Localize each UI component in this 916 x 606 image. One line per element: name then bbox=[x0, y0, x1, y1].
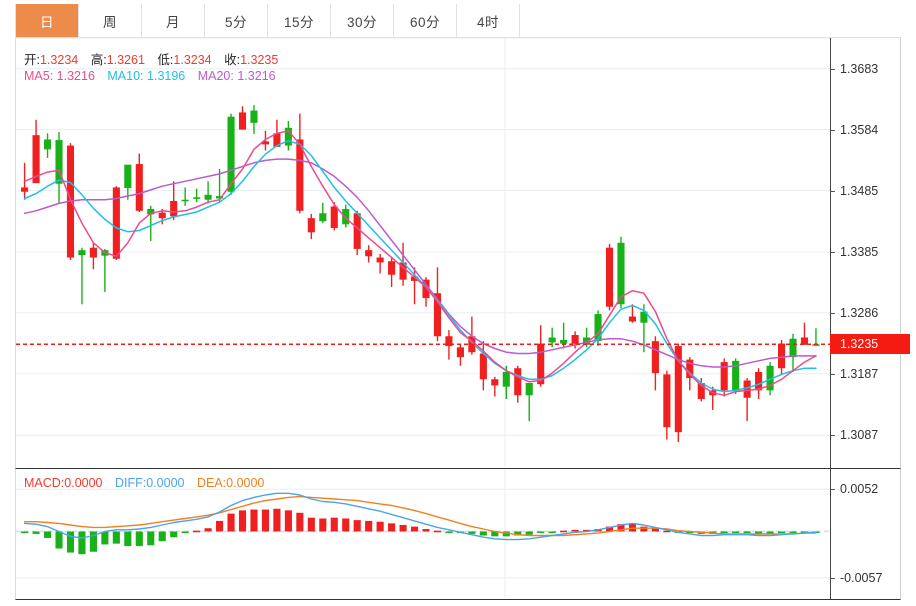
price-tick-label: 1.3385 bbox=[840, 245, 879, 259]
price-tick bbox=[830, 312, 835, 314]
price-tick bbox=[830, 129, 835, 131]
price-tick bbox=[830, 373, 835, 375]
tab-0[interactable]: 日 bbox=[16, 4, 79, 38]
price-tick bbox=[830, 68, 835, 70]
price-axis: 1.3683 1.3584 1.3485 1.3385 1.3286 1.3187 1.30… bbox=[830, 38, 910, 468]
macd-axis: 0.0052 -0.0057 bbox=[830, 469, 900, 599]
price-tick bbox=[830, 252, 835, 253]
tab-7[interactable]: 4时 bbox=[457, 4, 520, 38]
macd-tick bbox=[830, 489, 835, 491]
price-tick bbox=[830, 190, 835, 192]
macd-plot[interactable] bbox=[16, 469, 832, 598]
tab-3[interactable]: 5分 bbox=[205, 4, 268, 38]
price-panel[interactable]: 开:1.3234 高:1.3261 低:1.3234 收:1.3235 MA5:… bbox=[15, 38, 910, 468]
macd-axis-line bbox=[830, 469, 831, 599]
period-tabbar: 日周月 5分 15分 30分 60分 4时 bbox=[15, 4, 901, 38]
macd-tick-label: 0.0052 bbox=[840, 482, 879, 497]
last-price-badge: 1.3235 bbox=[830, 334, 910, 355]
tab-1[interactable]: 周 bbox=[79, 4, 142, 38]
macd-panel[interactable]: MACD:0.0000 DIFF:0.0000 DEA:0.0000 0.005… bbox=[15, 468, 901, 600]
tab-4[interactable]: 15分 bbox=[268, 4, 331, 38]
chart-frame: 开:1.3234 高:1.3261 低:1.3234 收:1.3235 MA5:… bbox=[15, 38, 910, 600]
macd-tick bbox=[830, 577, 835, 579]
tabbar-spacer bbox=[520, 4, 901, 38]
tab-5[interactable]: 30分 bbox=[331, 4, 394, 38]
macd-tick-label: -0.0057 bbox=[840, 570, 883, 585]
price-tick bbox=[830, 435, 835, 437]
price-tick-label: 1.3683 bbox=[840, 61, 879, 76]
price-plot[interactable] bbox=[16, 38, 832, 466]
price-tick-label: 1.3485 bbox=[840, 183, 879, 198]
price-tick-label: 1.3087 bbox=[840, 428, 879, 443]
tab-2[interactable]: 月 bbox=[142, 4, 205, 38]
price-tick-label: 1.3187 bbox=[840, 366, 879, 381]
price-axis-line bbox=[830, 38, 831, 468]
price-tick-label: 1.3584 bbox=[840, 122, 879, 137]
price-tick-label: 1.3286 bbox=[840, 305, 879, 320]
tab-6[interactable]: 60分 bbox=[394, 4, 457, 38]
